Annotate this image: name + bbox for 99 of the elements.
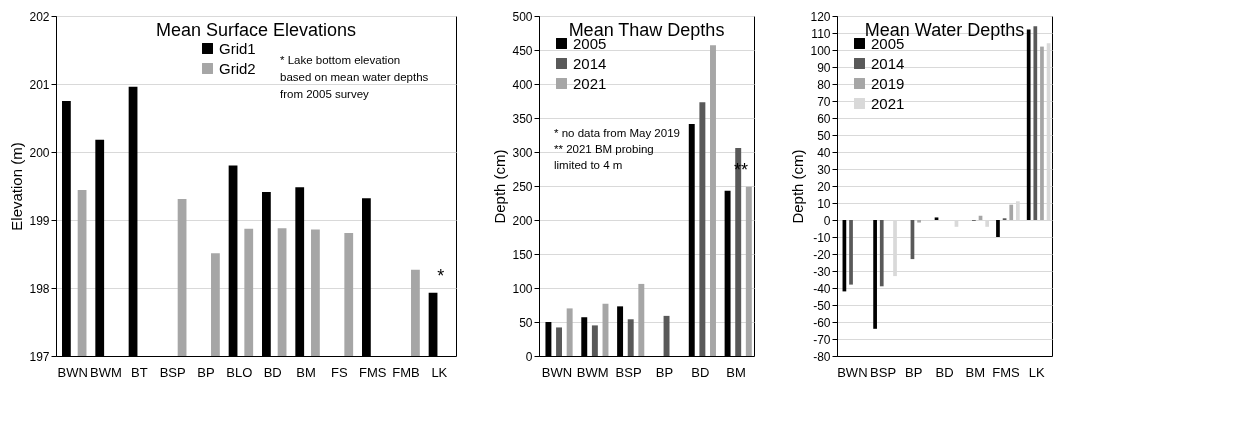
bar (917, 220, 921, 223)
y-tick-label: -10 (813, 230, 831, 245)
y-tick-label: 110 (811, 26, 831, 41)
y-tick-label: 250 (512, 179, 533, 194)
y-tick-label: 40 (817, 145, 831, 160)
x-tick-label: BD (263, 364, 282, 380)
x-tick-label: BD (935, 364, 954, 380)
x-tick-label: BWN (837, 364, 868, 380)
y-tick-label: 50 (519, 315, 533, 330)
x-tick-label: FS (331, 364, 348, 380)
y-tick-label: -40 (813, 281, 831, 296)
y-tick-label: 197 (29, 349, 50, 364)
x-tick-label: BP (905, 364, 923, 380)
bar (1040, 46, 1044, 220)
bar (996, 220, 1000, 237)
x-tick-label: LK (431, 364, 448, 380)
y-axis-title: Depth (cm) (491, 149, 509, 224)
y-tick-label: -30 (813, 264, 831, 279)
y-tick-label: 200 (29, 145, 50, 160)
y-tick-label: 100 (810, 43, 831, 58)
bar (710, 45, 716, 356)
x-tick-label: FMS (992, 364, 1020, 380)
y-tick-label: 201 (29, 77, 50, 92)
y-tick-label: 70 (817, 94, 831, 109)
y-tick-label: -70 (813, 332, 831, 347)
y-tick-label: 198 (29, 281, 50, 296)
bar (556, 327, 563, 356)
x-tick-label: BP (197, 364, 215, 380)
x-tick-label: FMB (392, 364, 420, 380)
y-tick-label: 150 (512, 247, 533, 262)
bar (873, 220, 877, 329)
y-tick-label: -20 (813, 247, 831, 262)
y-tick-label: 30 (817, 162, 831, 177)
y-tick-label: 50 (817, 128, 831, 143)
bar (745, 186, 752, 356)
y-tick-label: -60 (813, 315, 831, 330)
annotation: * (437, 265, 445, 286)
bar (663, 315, 670, 356)
bar (638, 283, 645, 356)
bar (1009, 204, 1014, 220)
y-tick-label: -80 (813, 349, 831, 364)
chart-title: Mean Water Depths (864, 20, 1025, 40)
legend-label: Grid1 (219, 39, 256, 57)
annotation: * Lake bottom elevation based on mean water depths from 2005 survey (280, 54, 429, 100)
y-tick-label: 90 (817, 60, 831, 75)
y-tick-label: 500 (512, 9, 533, 24)
x-tick-label: BP (655, 364, 674, 380)
bar (934, 217, 939, 220)
y-tick-label: 0 (525, 349, 533, 364)
legend-label: 2014 (871, 54, 905, 72)
chart-title: Mean Surface Elevations (155, 20, 357, 40)
x-tick-label: BM (296, 364, 316, 380)
x-tick-label: BLO (226, 364, 253, 380)
x-tick-label: BWN (541, 364, 573, 380)
legend-label: 2021 (871, 94, 905, 112)
y-tick-label: 60 (817, 111, 831, 126)
bar (699, 102, 706, 356)
annotation: * no data from May 2019 (554, 127, 680, 139)
x-tick-label: BT (131, 364, 148, 380)
chart-title: Mean Thaw Depths (568, 20, 725, 40)
annotation: ** 2021 BM probing limited to 4 m (554, 143, 654, 171)
x-tick-label: BM (726, 364, 746, 380)
y-tick-label: 100 (512, 281, 533, 296)
legend-label: Grid2 (219, 59, 256, 77)
x-tick-label: BWN (57, 364, 88, 380)
bar (879, 220, 884, 287)
y-tick-label: 450 (512, 43, 533, 58)
y-tick-label: 120 (810, 9, 831, 24)
y-axis-title: Elevation (m) (8, 142, 26, 231)
y-tick-label: -50 (813, 298, 831, 313)
legend-label: 2014 (573, 54, 607, 72)
x-tick-label: BWM (90, 364, 122, 380)
x-tick-label: BSP (615, 364, 642, 380)
y-tick-label: 199 (29, 213, 50, 228)
x-tick-label: BM (965, 364, 985, 380)
y-tick-label: 200 (512, 213, 533, 228)
x-tick-label: FMS (358, 364, 387, 380)
x-tick-label: BD (691, 364, 710, 380)
y-tick-label: 0 (823, 213, 831, 228)
y-tick-label: 300 (512, 145, 533, 160)
bar (627, 319, 634, 356)
y-axis-title: Depth (cm) (789, 149, 807, 224)
y-tick-label: 350 (512, 111, 533, 126)
x-tick-label: BWM (576, 364, 609, 380)
bar (566, 308, 573, 356)
x-tick-label: BSP (159, 364, 186, 380)
legend-label: 2019 (871, 74, 905, 92)
y-tick-label: 80 (817, 77, 831, 92)
x-tick-label: LK (1028, 364, 1045, 380)
bar (1033, 26, 1038, 220)
bar (1026, 29, 1031, 220)
y-tick-label: 10 (817, 196, 831, 211)
bar (591, 325, 598, 356)
legend-label: 2021 (573, 74, 607, 92)
y-tick-label: 202 (29, 9, 50, 24)
bar (849, 220, 853, 285)
x-tick-label: BSP (870, 364, 897, 380)
y-tick-label: 20 (817, 179, 831, 194)
y-tick-label: 400 (512, 77, 533, 92)
